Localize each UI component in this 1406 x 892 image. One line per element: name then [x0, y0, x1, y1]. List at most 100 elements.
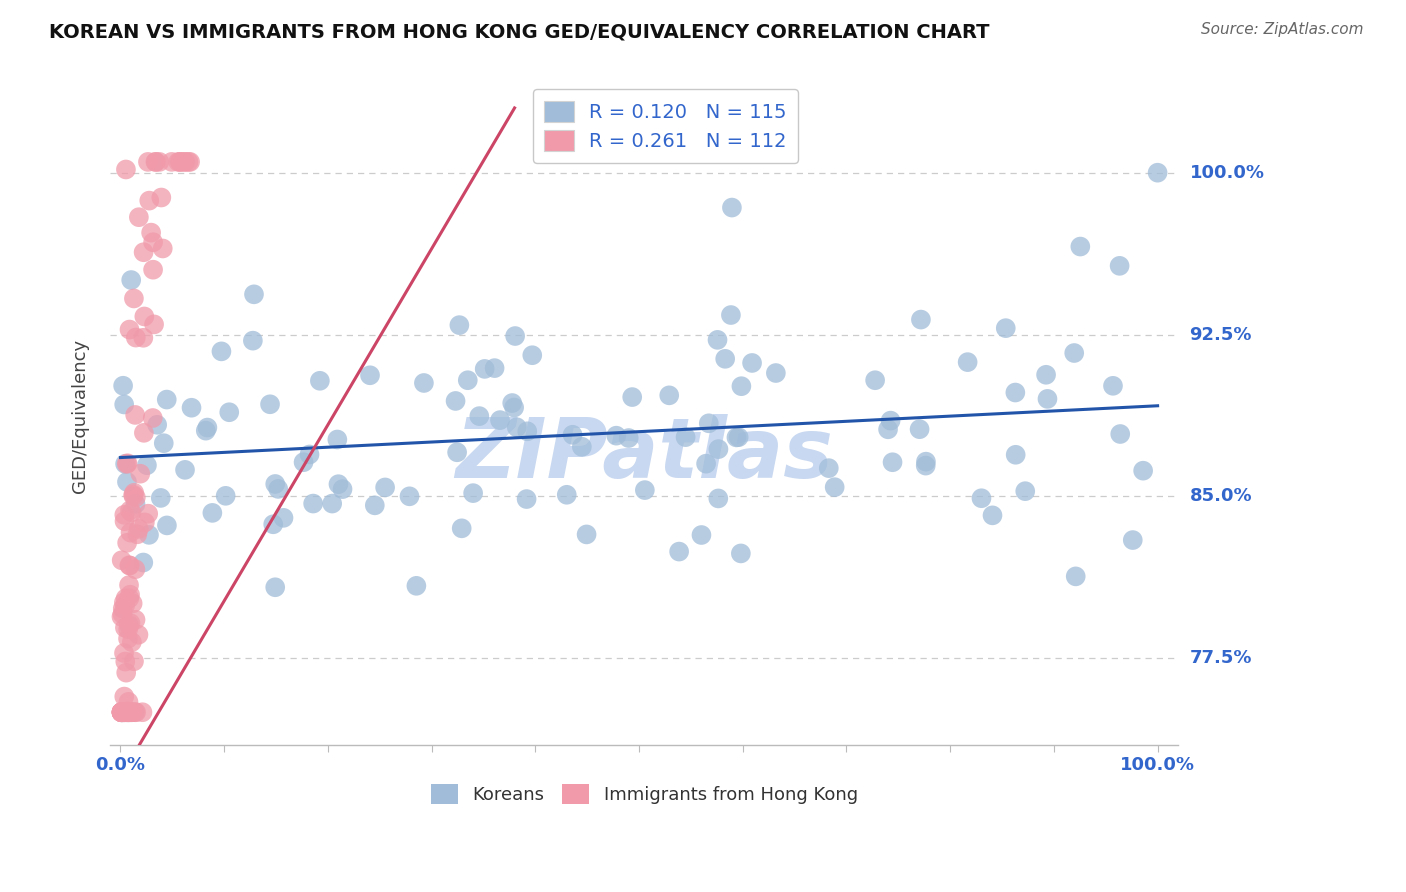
Point: [264, 580, 287, 594]
Point: [110, 705, 132, 719]
Point: [125, 705, 148, 719]
Text: 92.5%: 92.5%: [1189, 326, 1251, 343]
Point: [156, 392, 179, 407]
Point: [117, 705, 139, 719]
Point: [118, 705, 141, 719]
Point: [117, 705, 139, 719]
Point: [730, 546, 752, 560]
Point: [706, 333, 728, 347]
Point: [128, 210, 150, 224]
Point: [1102, 379, 1125, 393]
Point: [121, 705, 143, 719]
Point: [326, 433, 349, 447]
Point: [668, 544, 690, 558]
Point: [117, 705, 139, 719]
Point: [143, 318, 166, 332]
Point: [449, 318, 471, 332]
Point: [150, 190, 173, 204]
Point: [197, 420, 219, 434]
Point: [522, 348, 544, 362]
Point: [218, 405, 240, 419]
Point: [910, 312, 932, 326]
Point: [1004, 448, 1026, 462]
Point: [110, 705, 132, 719]
Point: [112, 378, 135, 392]
Point: [501, 396, 523, 410]
Point: [1132, 464, 1154, 478]
Point: [882, 455, 904, 469]
Point: [328, 477, 350, 491]
Point: [720, 308, 742, 322]
Point: [136, 154, 159, 169]
Point: [118, 618, 141, 632]
Point: [122, 489, 145, 503]
Point: [169, 154, 191, 169]
Point: [134, 516, 156, 530]
Point: [824, 480, 846, 494]
Point: [167, 154, 190, 169]
Point: [194, 424, 217, 438]
Point: [121, 635, 143, 649]
Point: [457, 373, 479, 387]
Point: [209, 344, 232, 359]
Point: [120, 705, 142, 719]
Point: [117, 705, 139, 719]
Point: [115, 665, 138, 680]
Point: [1122, 533, 1144, 547]
Point: [142, 411, 165, 425]
Point: [145, 154, 167, 169]
Point: [117, 695, 139, 709]
Point: [120, 273, 142, 287]
Point: [727, 430, 749, 444]
Point: [114, 705, 136, 719]
Point: [484, 361, 506, 376]
Point: [131, 705, 153, 719]
Point: [863, 373, 886, 387]
Point: [121, 505, 143, 519]
Point: [446, 445, 468, 459]
Point: [156, 518, 179, 533]
Point: [111, 601, 134, 615]
Point: [115, 536, 138, 550]
Point: [139, 226, 162, 240]
Point: [132, 331, 155, 345]
Point: [173, 154, 195, 169]
Point: [374, 480, 396, 494]
Point: [145, 154, 167, 169]
Point: [179, 154, 201, 169]
Point: [201, 506, 224, 520]
Point: [111, 705, 134, 719]
Point: [111, 705, 134, 719]
Point: [707, 442, 730, 457]
Point: [114, 457, 136, 471]
Point: [114, 599, 136, 613]
Point: [115, 705, 138, 719]
Point: [1064, 569, 1087, 583]
Point: [124, 408, 146, 422]
Point: [115, 162, 138, 177]
Point: [994, 321, 1017, 335]
Point: [1004, 385, 1026, 400]
Point: [121, 596, 143, 610]
Point: [214, 489, 236, 503]
Point: [115, 705, 138, 719]
Point: [658, 388, 681, 402]
Point: [561, 427, 583, 442]
Text: 100.0%: 100.0%: [1189, 164, 1264, 182]
Point: [721, 201, 744, 215]
Point: [695, 457, 717, 471]
Point: [879, 414, 901, 428]
Point: [120, 588, 142, 602]
Point: [621, 390, 644, 404]
Point: [914, 458, 936, 473]
Point: [120, 616, 142, 631]
Point: [489, 413, 512, 427]
Point: [765, 366, 787, 380]
Point: [110, 705, 132, 719]
Point: [118, 578, 141, 592]
Point: [121, 705, 143, 719]
Point: [309, 374, 332, 388]
Point: [1014, 484, 1036, 499]
Point: [1063, 346, 1085, 360]
Point: [112, 690, 135, 704]
